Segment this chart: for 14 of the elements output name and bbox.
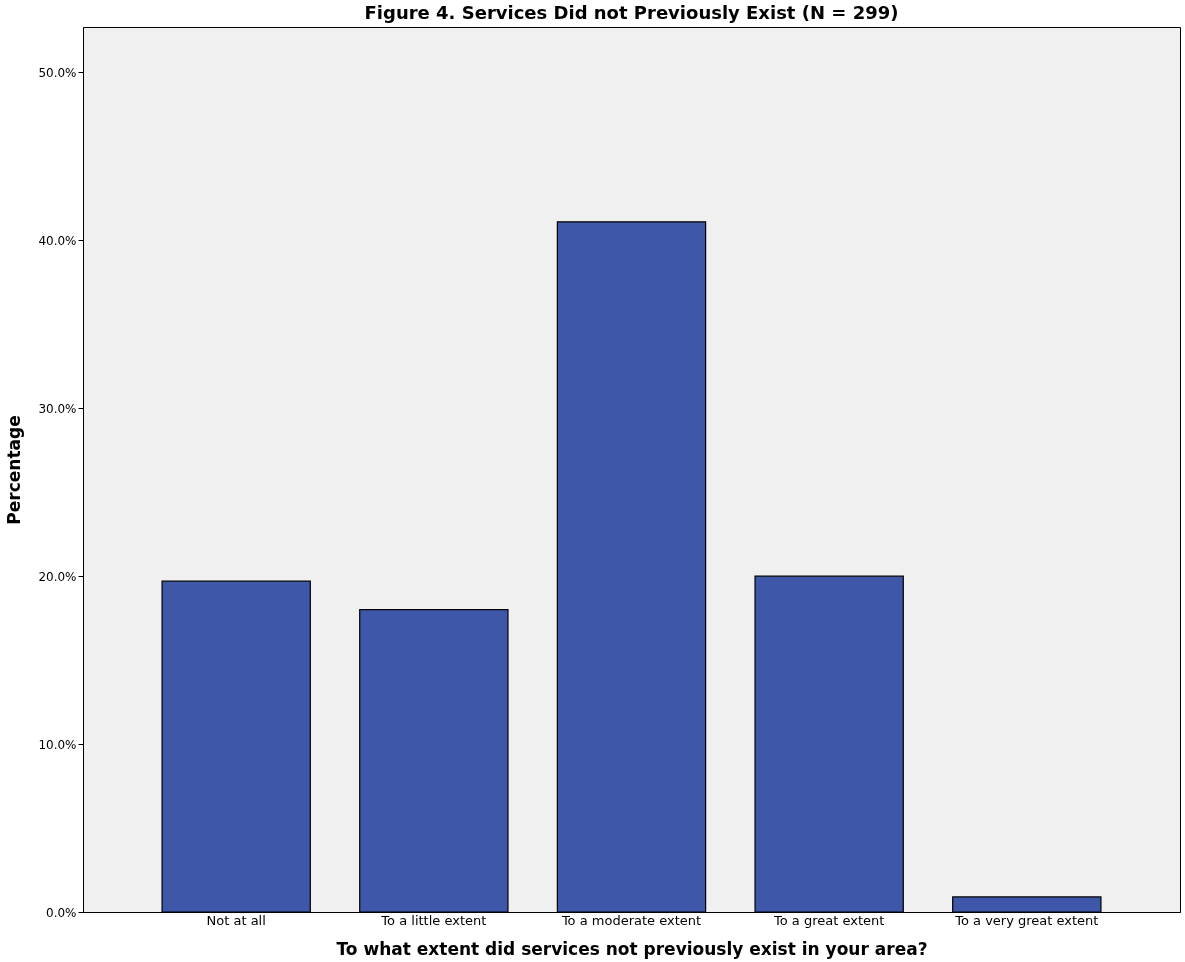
x-tick-label: To a very great extent [954, 912, 1099, 928]
y-tick-label: 50.0% [38, 65, 77, 80]
y-tick-label: 20.0% [38, 569, 77, 584]
x-tick-label: Not at all [206, 912, 266, 928]
y-axis-title: Percentage [4, 415, 25, 525]
y-tick-label: 40.0% [38, 233, 77, 248]
y-tick-label: 30.0% [38, 401, 77, 416]
x-tick-label: To a little extent [380, 912, 487, 928]
x-tick-label: To a moderate extent [560, 912, 702, 928]
chart-title: Figure 4. Services Did not Previously Exist (N = 299) [364, 2, 899, 23]
y-tick-label: 10.0% [38, 737, 77, 752]
x-axis-title: To what extent did services not previously exist in your area? [336, 938, 928, 959]
y-tick-label: 0.0% [46, 905, 77, 920]
x-tick-label: To a great extent [772, 912, 885, 928]
